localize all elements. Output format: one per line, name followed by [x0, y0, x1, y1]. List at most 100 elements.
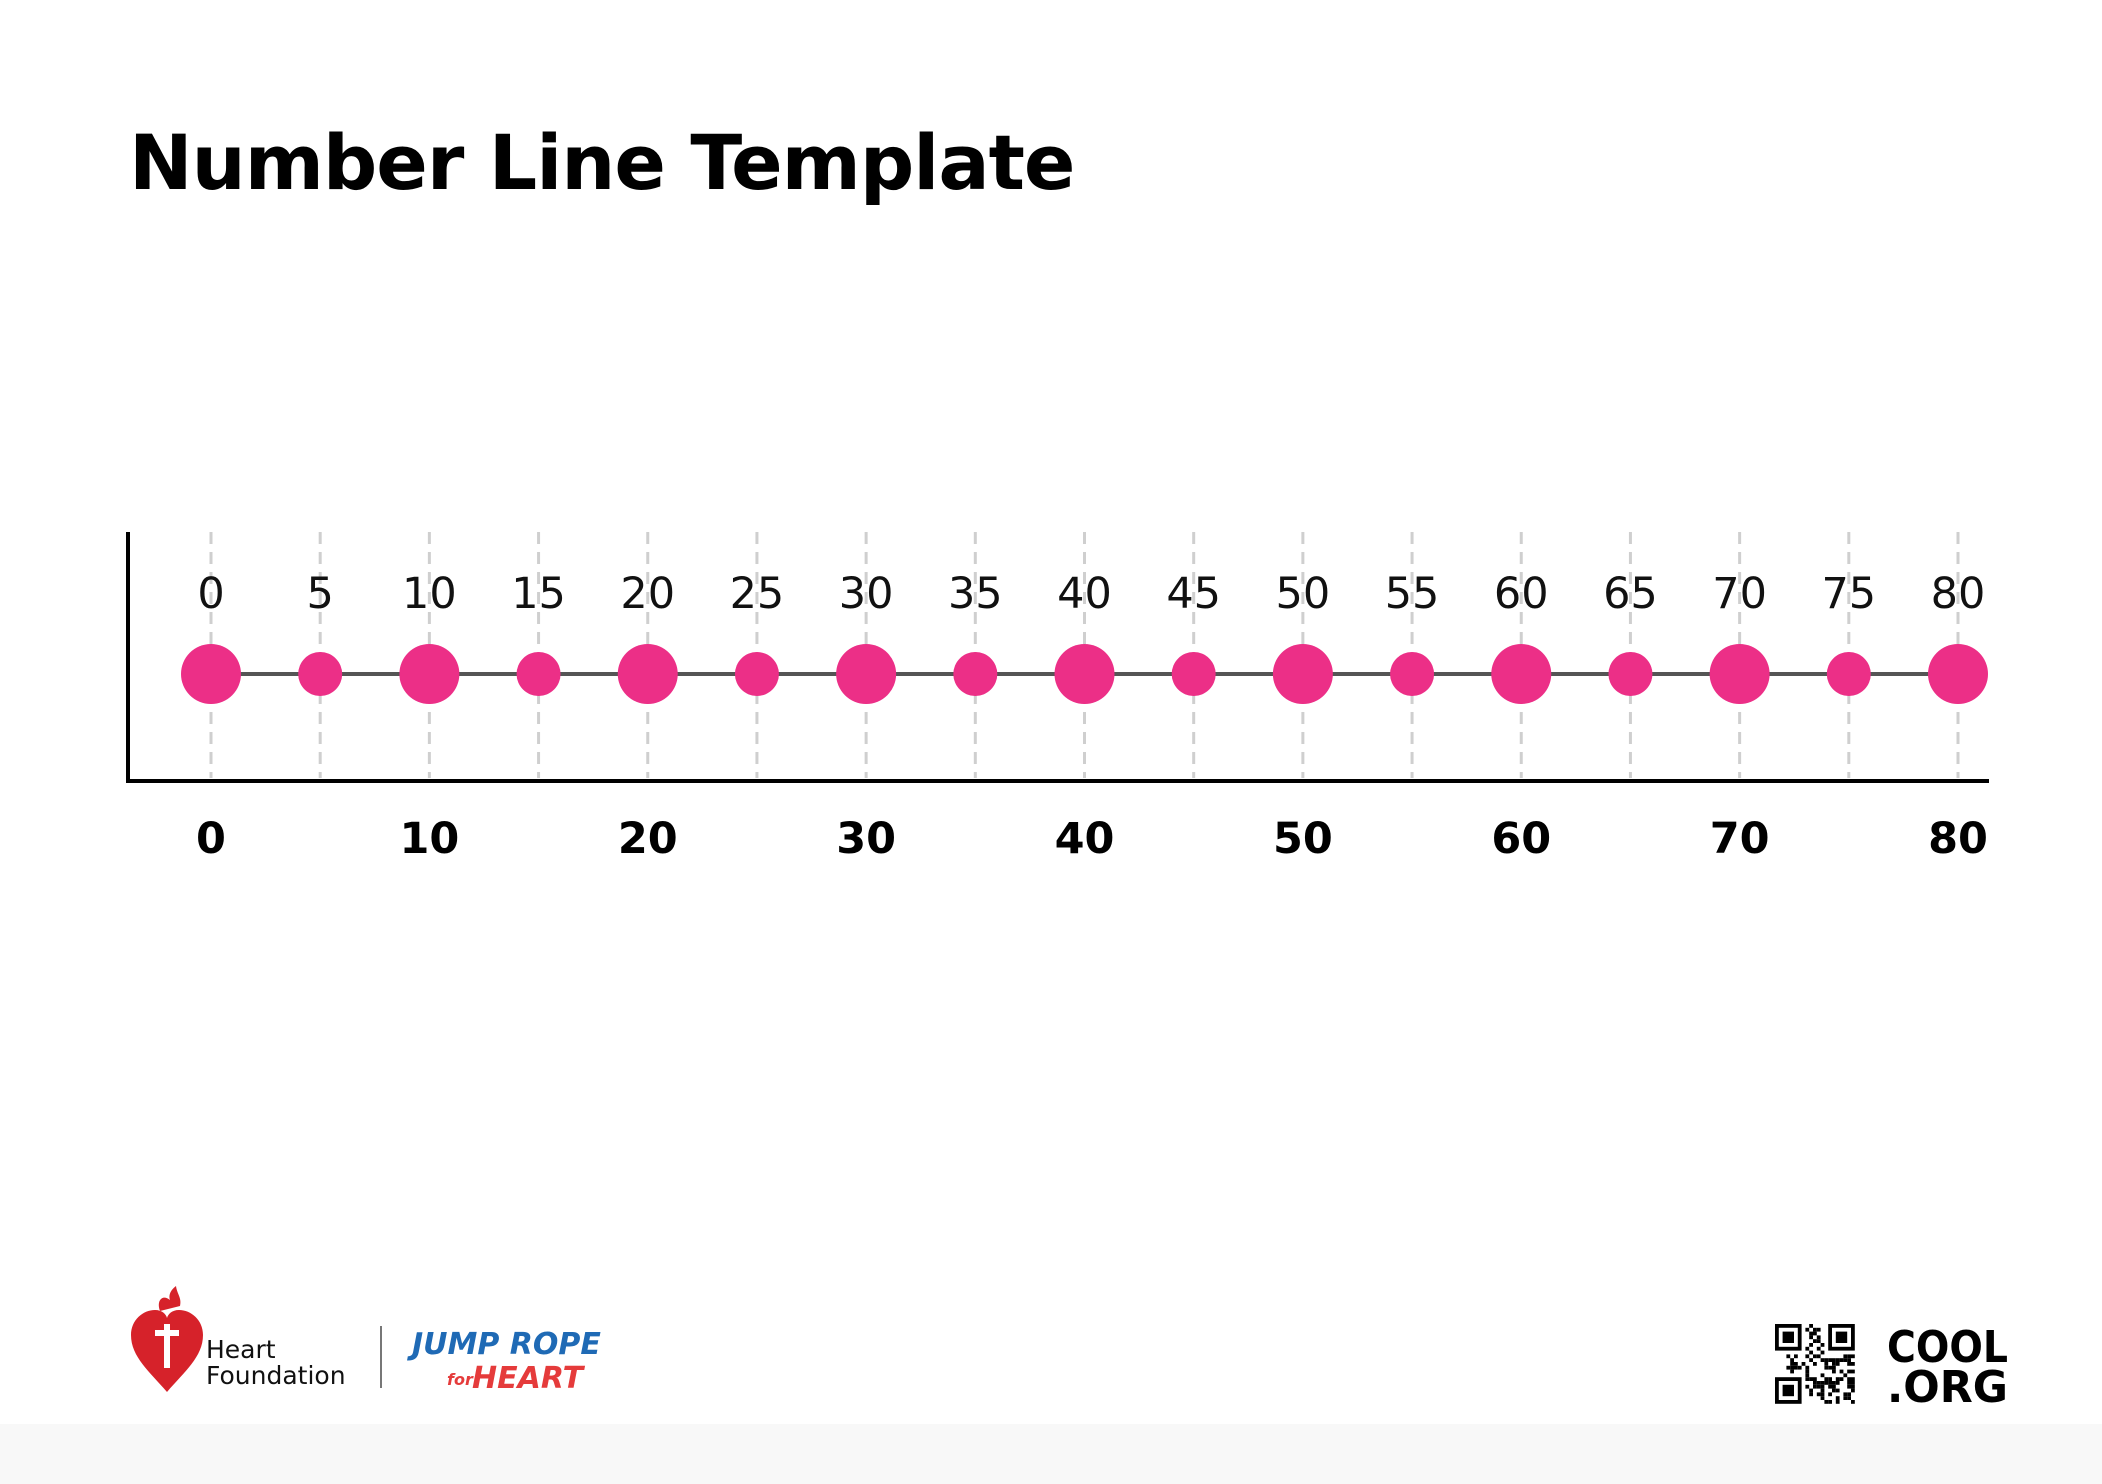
qr-module	[1828, 1381, 1832, 1385]
minor-label-15: 15	[511, 569, 566, 619]
minor-label-40: 40	[1057, 569, 1112, 619]
point-60	[1491, 644, 1552, 704]
qr-module	[1813, 1339, 1817, 1343]
qr-module	[1794, 1354, 1798, 1359]
qr-module	[1816, 1392, 1821, 1397]
qr-module	[1824, 1365, 1829, 1370]
qr-module	[1828, 1365, 1832, 1370]
point-10	[399, 644, 460, 704]
qr-module	[1832, 1388, 1836, 1393]
qr-module	[1832, 1384, 1836, 1389]
qr-module	[1809, 1392, 1813, 1397]
qr-module	[1813, 1331, 1817, 1336]
page-title: Number Line Template	[129, 118, 1075, 207]
major-label-70: 70	[1710, 814, 1770, 864]
qr-module	[1824, 1362, 1829, 1366]
qr-module	[1824, 1381, 1829, 1385]
qr-module	[1805, 1377, 1810, 1381]
minor-label-45: 45	[1166, 569, 1221, 619]
qr-module	[1790, 1369, 1794, 1374]
qr-module	[1813, 1381, 1817, 1385]
qr-module	[1847, 1354, 1851, 1359]
heart-flame-icon	[158, 1286, 181, 1311]
point-30	[836, 644, 897, 704]
qr-module	[1816, 1354, 1821, 1359]
qr-module	[1801, 1362, 1806, 1366]
qr-module	[1813, 1354, 1817, 1359]
qr-module	[1813, 1362, 1817, 1366]
qr-module	[1832, 1381, 1836, 1385]
data-points	[181, 644, 1988, 704]
point-45	[1171, 652, 1216, 696]
qr-module	[1805, 1354, 1810, 1359]
point-25	[734, 652, 779, 696]
major-label-50: 50	[1273, 814, 1333, 864]
qr-module	[1809, 1343, 1813, 1347]
qr-module	[1851, 1377, 1855, 1381]
qr-module	[1851, 1400, 1855, 1404]
jump-rope-for-heart-logo: JUMP ROPE for HEART	[407, 1327, 601, 1396]
minor-label-65: 65	[1603, 569, 1658, 619]
qr-module	[1786, 1354, 1791, 1359]
qr-module	[1820, 1392, 1825, 1397]
qr-module	[1835, 1396, 1840, 1400]
qr-module	[1820, 1381, 1825, 1385]
qr-module	[1805, 1384, 1810, 1389]
point-65	[1608, 652, 1653, 696]
minor-label-10: 10	[402, 569, 457, 619]
qr-module	[1847, 1392, 1851, 1397]
point-75	[1826, 652, 1871, 696]
qr-module	[1794, 1362, 1798, 1366]
qr-module	[1809, 1388, 1813, 1393]
qr-module	[1843, 1373, 1848, 1378]
qr-module	[1828, 1400, 1832, 1404]
point-15	[516, 652, 561, 696]
qr-module	[1824, 1377, 1829, 1381]
qr-module	[1820, 1388, 1825, 1393]
qr-module	[1847, 1377, 1851, 1381]
point-40	[1054, 644, 1115, 704]
heart-cross-icon	[155, 1330, 179, 1336]
qr-module	[1797, 1365, 1802, 1370]
qr-module	[1809, 1331, 1813, 1336]
qr-module	[1816, 1346, 1821, 1351]
qr-module	[1847, 1381, 1851, 1385]
minor-label-75: 75	[1821, 569, 1876, 619]
major-label-10: 10	[399, 814, 459, 864]
minor-label-80: 80	[1931, 569, 1986, 619]
point-50	[1272, 644, 1333, 704]
minor-label-70: 70	[1712, 569, 1767, 619]
qr-module	[1851, 1354, 1855, 1359]
qr-module	[1816, 1335, 1821, 1340]
qr-module	[1839, 1358, 1844, 1362]
qr-module	[1824, 1358, 1829, 1362]
qr-module	[1820, 1343, 1825, 1347]
qr-code-icon	[1775, 1324, 1855, 1404]
minor-label-35: 35	[948, 569, 1003, 619]
cool-org-logo: COOL .ORG	[1887, 1322, 2008, 1413]
qr-module	[1790, 1362, 1794, 1366]
qr-module	[1794, 1365, 1798, 1370]
qr-module	[1820, 1373, 1825, 1378]
qr-module	[1835, 1400, 1840, 1404]
heart-foundation-text-line2: Foundation	[206, 1361, 346, 1390]
qr-module	[1851, 1384, 1855, 1389]
qr-module	[1851, 1362, 1855, 1366]
major-label-80: 80	[1928, 814, 1988, 864]
qr-finder-core	[1782, 1331, 1794, 1343]
qr-module	[1847, 1396, 1851, 1400]
minor-label-0: 0	[197, 569, 224, 619]
jump-rope-text: JUMP ROPE	[407, 1327, 601, 1362]
qr-module	[1851, 1388, 1855, 1393]
qr-module	[1843, 1358, 1848, 1362]
qr-module	[1813, 1384, 1817, 1389]
qr-module	[1813, 1377, 1817, 1381]
point-5	[298, 652, 343, 696]
minor-label-25: 25	[730, 569, 785, 619]
major-label-20: 20	[618, 814, 678, 864]
minor-label-5: 5	[307, 569, 334, 619]
qr-module	[1835, 1358, 1840, 1362]
qr-module	[1851, 1369, 1855, 1374]
jump-rope-for-text: for	[447, 1370, 474, 1389]
